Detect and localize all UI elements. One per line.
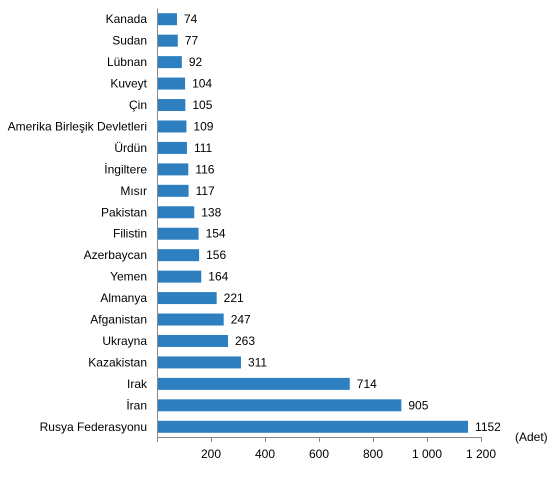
category-label: Kuveyt (110, 77, 147, 91)
x-tick-label: 800 (363, 447, 383, 461)
category-label: Azerbaycan (84, 248, 147, 262)
category-label: Kanada (106, 12, 148, 26)
bar (157, 420, 469, 433)
value-label: 74 (184, 12, 198, 26)
bar (157, 56, 182, 69)
value-label: 714 (357, 377, 377, 391)
category-label: Ukrayna (102, 334, 147, 348)
x-tick-label: 1 000 (412, 447, 442, 461)
x-tick-label: 1 200 (466, 447, 496, 461)
x-tick-label: 600 (309, 447, 329, 461)
bar (157, 292, 217, 305)
bar (157, 99, 186, 112)
value-label: 111 (194, 141, 213, 155)
category-label: Afganistan (90, 313, 147, 327)
value-label: 104 (192, 77, 212, 91)
value-label: 263 (235, 334, 255, 348)
bar (157, 227, 199, 240)
bar (157, 13, 177, 26)
bar (157, 270, 202, 283)
value-label: 1152 (475, 420, 501, 434)
bar (157, 313, 224, 326)
category-label: Filistin (113, 227, 147, 241)
category-label: Yemen (110, 270, 147, 284)
value-label: 92 (189, 55, 203, 69)
value-label: 105 (192, 98, 212, 112)
category-label: İngiltere (104, 162, 147, 176)
bar (157, 377, 350, 390)
category-label: Pakistan (101, 205, 147, 219)
category-label: Mısır (120, 184, 147, 198)
x-axis: 200 400 600 800 1 000 1 200 (157, 8, 496, 461)
value-labels-group: 74 77 92 104 105 109 111 116 117 138 154 156 164 221 2… (184, 12, 501, 434)
bar (157, 163, 189, 176)
category-label: Irak (127, 377, 148, 391)
value-label: 311 (248, 355, 267, 369)
bar (157, 356, 241, 369)
value-label: 164 (208, 270, 228, 284)
bar (157, 184, 189, 197)
category-label: Lübnan (107, 55, 147, 69)
category-labels-group: Kanada Sudan Lübnan Kuveyt Çin Amerika Birleş… (8, 12, 148, 434)
value-label: 905 (408, 398, 428, 412)
value-label: 109 (193, 119, 213, 133)
value-label: 247 (231, 313, 251, 327)
x-tick-label: 200 (201, 447, 221, 461)
category-label: Kazakistan (88, 355, 147, 369)
value-label: 77 (185, 34, 199, 48)
category-label: Rusya Federasyonu (40, 420, 147, 434)
category-label: Ürdün (114, 141, 147, 155)
value-label: 138 (201, 205, 221, 219)
value-label: 221 (224, 291, 244, 305)
bar (157, 399, 402, 412)
category-label: Çin (129, 98, 147, 112)
category-label: Sudan (112, 34, 147, 48)
bars-group (157, 13, 469, 433)
category-label: Almanya (100, 291, 147, 305)
category-label: Amerika Birleşik Devletleri (8, 119, 147, 133)
x-tick-label: 400 (255, 447, 275, 461)
bar (157, 34, 178, 47)
bar (157, 334, 229, 347)
bar (157, 141, 187, 154)
bar (157, 77, 186, 90)
unit-label: (Adet) (515, 430, 548, 444)
bar (157, 249, 200, 262)
value-label: 117 (196, 184, 215, 198)
bar (157, 120, 187, 133)
value-label: 156 (206, 248, 226, 262)
bar (157, 206, 195, 219)
category-label: İran (126, 398, 147, 412)
value-label: 116 (195, 162, 214, 176)
value-label: 154 (206, 227, 226, 241)
